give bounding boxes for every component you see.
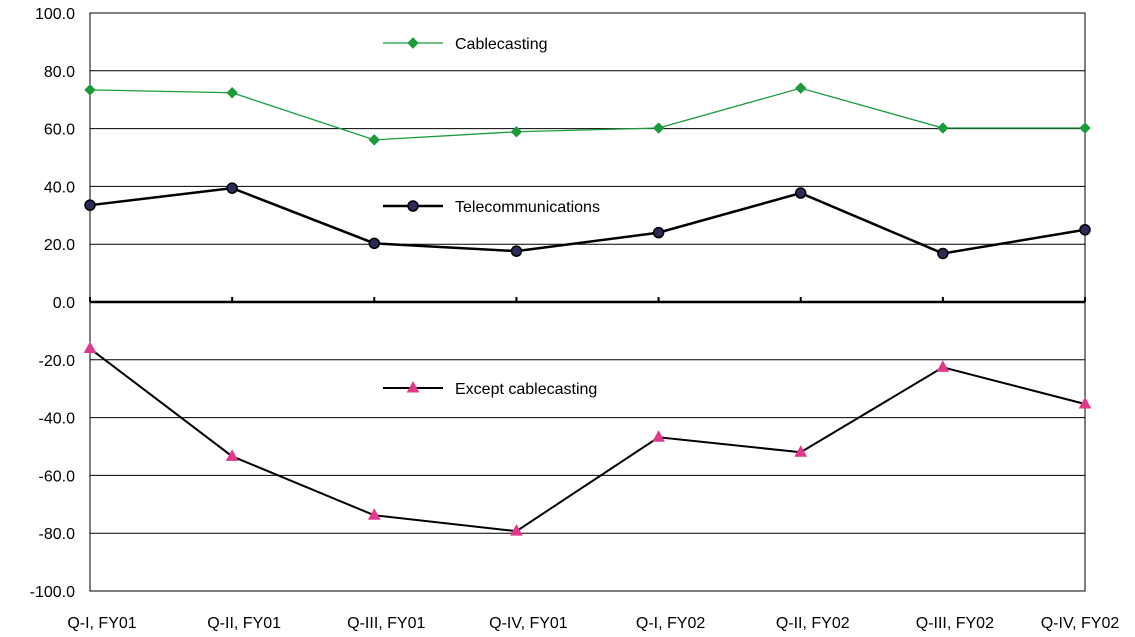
series-line-except-cablecasting [89, 347, 1086, 533]
series-line-cablecasting [89, 87, 1085, 141]
x-tick-label: Q-II, FY02 [776, 615, 850, 632]
y-tick-label: 0.0 [53, 295, 75, 312]
data-point [1079, 224, 1091, 236]
data-point [937, 122, 949, 134]
x-tick-label: Q-IV, FY01 [489, 615, 568, 632]
legend-marker [406, 380, 420, 393]
data-point [510, 126, 523, 138]
data-point [510, 524, 523, 536]
x-tick-label: Q-I, FY02 [636, 615, 705, 632]
y-tick-label: 20.0 [44, 237, 75, 254]
y-tick-label: -80.0 [39, 526, 76, 543]
data-point [794, 187, 807, 199]
data-point [936, 360, 950, 372]
data-point [367, 508, 381, 520]
data-point [1079, 122, 1091, 134]
data-point [84, 199, 96, 211]
x-tick-label: Q-III, FY02 [916, 615, 994, 632]
legend-marker [407, 200, 419, 212]
data-point [368, 237, 381, 250]
y-tick-label: -100.0 [30, 584, 75, 601]
x-tick-label: Q-I, FY01 [67, 615, 136, 632]
data-point [368, 134, 380, 146]
y-tick-label: -20.0 [39, 353, 76, 370]
x-tick-label: Q-II, FY01 [207, 615, 281, 632]
data-point [1078, 396, 1092, 409]
data-point [937, 247, 949, 260]
series-line-telecommunications [89, 186, 1086, 255]
data-point [510, 245, 523, 257]
legend-label: Telecommunications [455, 199, 600, 216]
data-point [226, 182, 238, 194]
data-point [794, 445, 808, 457]
y-tick-label: 60.0 [44, 122, 75, 139]
data-point [795, 82, 807, 94]
data-point [652, 122, 665, 134]
data-point [226, 87, 238, 99]
y-tick-label: 80.0 [44, 64, 75, 81]
data-point [83, 341, 97, 354]
x-tick-label: Q-IV, FY02 [1041, 615, 1120, 632]
y-tick-label: 40.0 [44, 179, 75, 196]
legend-label: Cablecasting [455, 36, 548, 53]
legend-marker [407, 37, 419, 49]
data-point [652, 226, 665, 239]
data-point [652, 430, 665, 442]
data-point [225, 449, 239, 461]
data-point [84, 84, 96, 96]
y-tick-label: -40.0 [39, 411, 76, 428]
y-tick-label: -60.0 [39, 468, 76, 485]
x-tick-label: Q-III, FY01 [347, 615, 425, 632]
legend-label: Except cablecasting [455, 381, 597, 398]
y-tick-label: 100.0 [35, 6, 75, 23]
